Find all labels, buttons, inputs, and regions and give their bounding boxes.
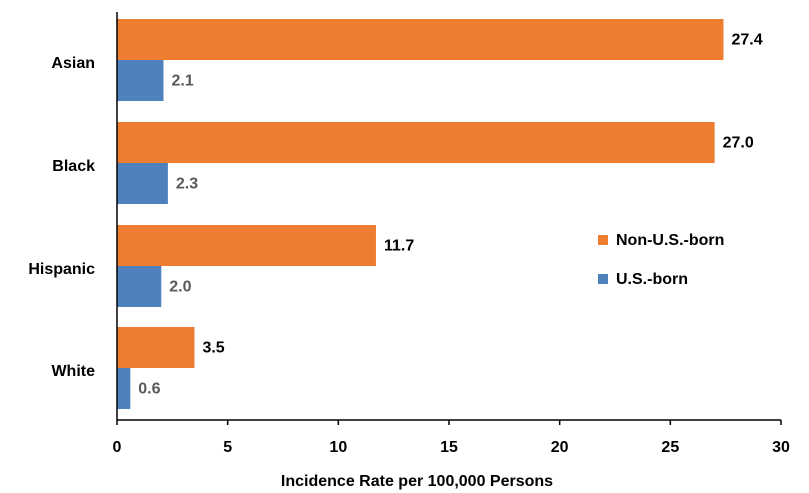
legend: Non-U.S.-born U.S.-born xyxy=(598,232,724,288)
value-label-u-s-born-black: 2.3 xyxy=(176,176,198,193)
value-label-u-s-born-asian: 2.1 xyxy=(171,73,193,90)
bar-u-s-born-hispanic xyxy=(117,266,162,307)
x-tick-labels-group: 0 5 10 15 20 25 30 xyxy=(113,439,790,456)
x-ticks-group xyxy=(116,420,782,425)
bar-u-s-born-black xyxy=(117,163,168,204)
x-axis-title: Incidence Rate per 100,000 Persons xyxy=(281,473,553,490)
category-label-white: White xyxy=(51,363,95,380)
value-label-non-u-s-born-asian: 27.4 xyxy=(731,32,762,49)
bar-non-u-s-born-white xyxy=(117,327,195,368)
value-label-non-u-s-born-black: 27.0 xyxy=(723,135,754,152)
value-labels-group: 27.4 2.1 27.0 2.3 11.7 2.0 3.5 0.6 xyxy=(138,32,762,398)
value-label-u-s-born-white: 0.6 xyxy=(138,381,160,398)
x-tick-label-20: 20 xyxy=(551,439,569,456)
value-label-non-u-s-born-hispanic: 11.7 xyxy=(384,238,414,255)
category-labels-group: Asian Black Hispanic White xyxy=(28,55,95,380)
x-tick-label-25: 25 xyxy=(661,439,679,456)
x-tick-label-15: 15 xyxy=(440,439,458,456)
bar-u-s-born-asian xyxy=(117,60,164,101)
x-tick-label-30: 30 xyxy=(772,439,790,456)
category-label-asian: Asian xyxy=(51,55,95,72)
value-label-u-s-born-hispanic: 2.0 xyxy=(169,279,191,296)
legend-label-non-us-born: Non-U.S.-born xyxy=(616,232,724,249)
bar-u-s-born-white xyxy=(117,368,131,409)
bar-non-u-s-born-asian xyxy=(117,19,724,60)
x-tick-label-5: 5 xyxy=(223,439,232,456)
category-label-hispanic: Hispanic xyxy=(28,261,95,278)
bar-non-u-s-born-hispanic xyxy=(117,225,376,266)
x-tick-label-0: 0 xyxy=(113,439,122,456)
x-tick-label-10: 10 xyxy=(329,439,347,456)
bar-non-u-s-born-black xyxy=(117,122,715,163)
legend-label-us-born: U.S.-born xyxy=(616,271,688,288)
value-label-non-u-s-born-white: 3.5 xyxy=(202,340,224,357)
legend-swatch-non-us-born xyxy=(598,235,608,245)
category-label-black: Black xyxy=(52,158,95,175)
bars-group xyxy=(117,19,724,409)
legend-swatch-us-born xyxy=(598,274,608,284)
